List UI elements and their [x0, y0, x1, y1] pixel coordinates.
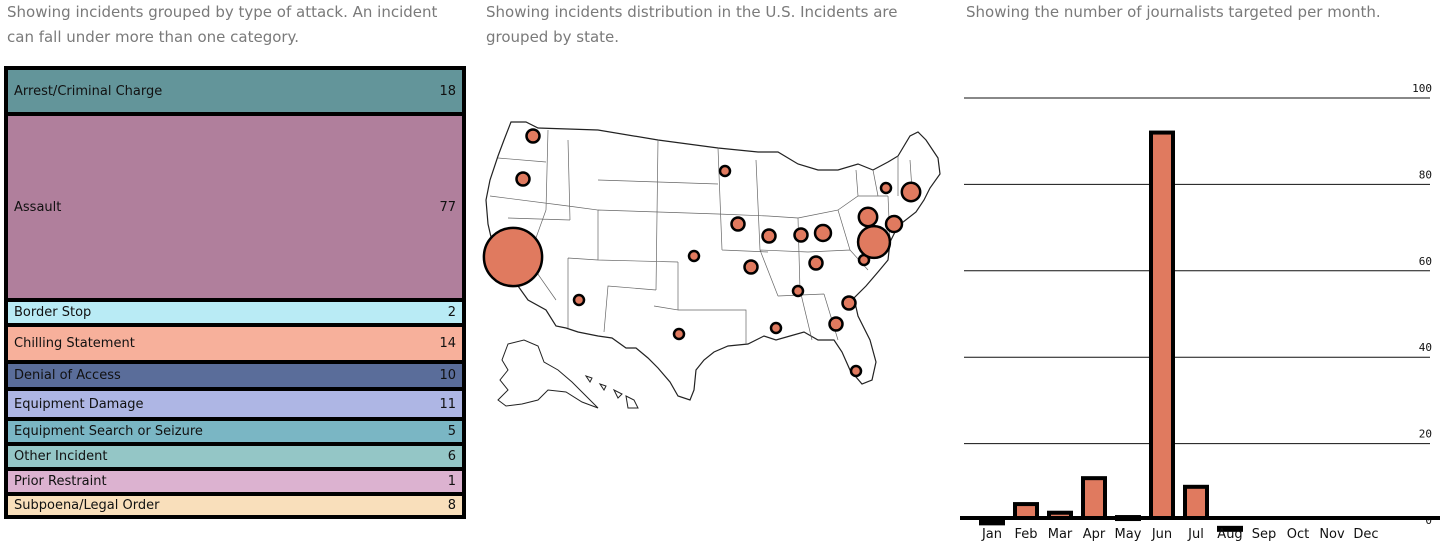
treemap-tile-value: 11 [439, 396, 456, 412]
treemap-tile-label: Equipment Search or Seizure [14, 424, 203, 440]
bar-caption: Showing the number of journalists target… [966, 3, 1381, 21]
state-bubble [849, 364, 863, 378]
state-bubble [791, 284, 805, 298]
treemap-caption: Showing incidents grouped by type of att… [7, 3, 438, 46]
treemap-tile-value: 1 [447, 474, 456, 490]
state-bubble [743, 259, 759, 275]
treemap-tile-value: 8 [447, 498, 456, 514]
alaska-outline [497, 339, 599, 409]
x-axis-labels: Jan Feb Mar Apr May Jun Jul Aug Sep Oct Nov Dec [981, 527, 1379, 542]
month-label: Aug [1217, 527, 1242, 542]
state-bubble [808, 255, 824, 271]
treemap-tile-value: 14 [439, 335, 456, 351]
treemap-tile: Assault 77 [8, 116, 462, 298]
y-tick-label: 0 [1425, 514, 1432, 527]
month-bar [1217, 525, 1243, 532]
treemap-tile-label: Assault [14, 199, 62, 215]
state-bubble [856, 224, 892, 260]
state-bubble [813, 223, 833, 243]
state-bubble [769, 321, 783, 335]
us-states-outline [485, 121, 941, 409]
y-tick-label: 60 [1419, 255, 1432, 268]
state-bubbles [482, 128, 922, 378]
treemap-tile: Denial of Access 10 [8, 363, 462, 388]
state-bubble [730, 216, 746, 232]
state-bubble [884, 214, 904, 234]
bar-series [979, 130, 1243, 532]
state-bubble [857, 206, 879, 228]
state-bubble [828, 316, 844, 332]
month-label: Nov [1319, 527, 1345, 542]
state-bubble [879, 181, 893, 195]
treemap-tile: Border Stop 2 [8, 301, 462, 323]
y-tick-label: 20 [1419, 428, 1432, 441]
treemap-tile-value: 77 [439, 199, 456, 215]
contiguous-us-outline [485, 121, 941, 401]
treemap-tile-label: Prior Restraint [14, 474, 107, 490]
treemap-tile: Arrest/Criminal Charge 18 [8, 70, 462, 113]
incident-type-treemap: Arrest/Criminal Charge 18 Assault 77 Border … [4, 66, 466, 519]
us-map-svg [482, 121, 941, 409]
treemap-tile-value: 10 [439, 367, 456, 383]
state-bubble [793, 227, 809, 243]
treemap-tile: Equipment Damage 11 [8, 391, 462, 418]
map-caption: Showing incidents distribution in the U.… [486, 3, 898, 46]
month-label: Sep [1252, 527, 1277, 542]
month-bar [979, 519, 1005, 526]
monthly-journalists-bar-chart: 0 20 40 60 80 100 Jan Feb Mar Apr May Jun Jul Aug Sep… [960, 70, 1440, 547]
y-gridlines: 0 20 40 60 80 100 [964, 82, 1432, 527]
treemap-tile: Chilling Statement 14 [8, 326, 462, 360]
treemap-tile-label: Arrest/Criminal Charge [14, 83, 163, 99]
month-bar [1081, 476, 1107, 521]
month-bar [1149, 130, 1175, 521]
month-bar [1183, 484, 1209, 520]
month-label: Jul [1187, 527, 1204, 542]
treemap-tile-label: Other Incident [14, 449, 108, 465]
state-bubble [482, 226, 544, 288]
treemap-tile: Subpoena/Legal Order 8 [8, 496, 462, 515]
month-label: Apr [1083, 527, 1106, 542]
y-tick-label: 40 [1419, 341, 1432, 354]
state-bubble [515, 171, 531, 187]
state-bubble [672, 327, 686, 341]
treemap-tile-label: Equipment Damage [14, 396, 144, 412]
treemap-tile-value: 2 [447, 304, 456, 320]
state-bubble [761, 228, 777, 244]
month-bar [1013, 502, 1039, 520]
treemap-tile-label: Subpoena/Legal Order [14, 498, 160, 514]
treemap-tile: Other Incident 6 [8, 446, 462, 468]
state-bubble [900, 181, 922, 203]
y-tick-label: 80 [1419, 168, 1432, 181]
month-label: Feb [1014, 527, 1037, 542]
treemap-tile-label: Chilling Statement [14, 335, 135, 351]
state-bubble [718, 164, 732, 178]
treemap-tile: Equipment Search or Seizure 5 [8, 421, 462, 443]
state-bubble [841, 295, 857, 311]
state-bubble [572, 293, 586, 307]
treemap-tile-value: 5 [447, 424, 456, 440]
month-label: Dec [1353, 527, 1378, 542]
month-label: Jun [1151, 527, 1172, 542]
y-tick-label: 100 [1412, 82, 1432, 95]
treemap-tile-label: Border Stop [14, 304, 92, 320]
state-bubble [687, 249, 701, 263]
month-label: Jan [981, 527, 1002, 542]
treemap-tile: Prior Restraint 1 [8, 471, 462, 493]
month-label: May [1115, 527, 1142, 542]
treemap-tile-value: 18 [439, 83, 456, 99]
bar-chart-svg: 0 20 40 60 80 100 Jan Feb Mar Apr May Jun Jul Aug Sep… [960, 82, 1440, 542]
treemap-tile-value: 6 [447, 449, 456, 465]
month-label: Mar [1048, 527, 1073, 542]
month-label: Oct [1287, 527, 1309, 542]
us-incident-map [478, 100, 958, 420]
hawaii-outline [584, 375, 639, 409]
treemap-tile-label: Denial of Access [14, 367, 121, 383]
state-bubble [525, 128, 541, 144]
